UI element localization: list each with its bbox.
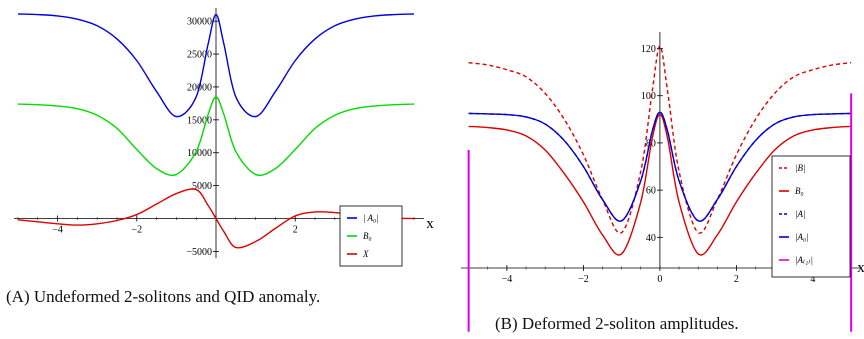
legend-entry-label: |A₀| (795, 232, 809, 242)
y-tick-label: −5000 (186, 247, 212, 258)
caption-b-text: Deformed 2-soliton amplitudes. (521, 314, 739, 333)
x-axis-title: x (426, 216, 434, 232)
x-axis-title: x (857, 260, 864, 276)
caption-b: (B) Deformed 2-soliton amplitudes. (495, 313, 864, 334)
legend-entry-label: |B| (795, 163, 805, 173)
legend-entry-label: |A| (795, 209, 805, 219)
caption-b-letter: (B) (495, 314, 518, 333)
y-tick-label: 10000 (187, 148, 212, 159)
x-tick-label: −2 (578, 274, 589, 285)
legend-entry-label: |A₍₁₎| (795, 255, 813, 265)
legend-entry-label: B₀ (363, 231, 372, 241)
caption-a-text: Undeformed 2-solitons and QID anomaly. (33, 287, 321, 306)
y-tick-label: 25000 (187, 50, 212, 61)
series-line-1 (17, 96, 415, 177)
legend-entry-label: B₀ (795, 186, 804, 196)
y-tick-label: 30000 (187, 17, 212, 28)
x-tick-label: −4 (502, 274, 513, 285)
y-tick-label: 60 (646, 186, 656, 197)
y-tick-label: 5000 (192, 181, 212, 192)
x-tick-label: −2 (131, 225, 142, 236)
chart-panel-a: −4−224−500050001000015000200002500030000… (14, 8, 434, 267)
legend-box (771, 155, 851, 278)
caption-a-letter: (A) (6, 287, 30, 306)
x-tick-label: 2 (734, 274, 739, 285)
legend-entry-label: X (362, 249, 369, 259)
y-tick-label: 120 (641, 44, 656, 55)
x-tick-label: 4 (810, 274, 815, 285)
legend-entry-label: | A₀| (363, 213, 379, 223)
caption-a: (A) Undeformed 2-solitons and QID anomal… (6, 286, 440, 307)
x-tick-label: 0 (657, 274, 662, 285)
series-line-0 (17, 13, 415, 118)
series-line-0 (468, 45, 852, 234)
series-line-1 (468, 113, 852, 256)
y-tick-label: 100 (641, 91, 656, 102)
series-line-3 (468, 111, 852, 222)
x-tick-label: 2 (293, 225, 298, 236)
x-tick-label: −4 (52, 225, 63, 236)
y-tick-label: 15000 (187, 115, 212, 126)
y-tick-label: 40 (646, 233, 656, 244)
